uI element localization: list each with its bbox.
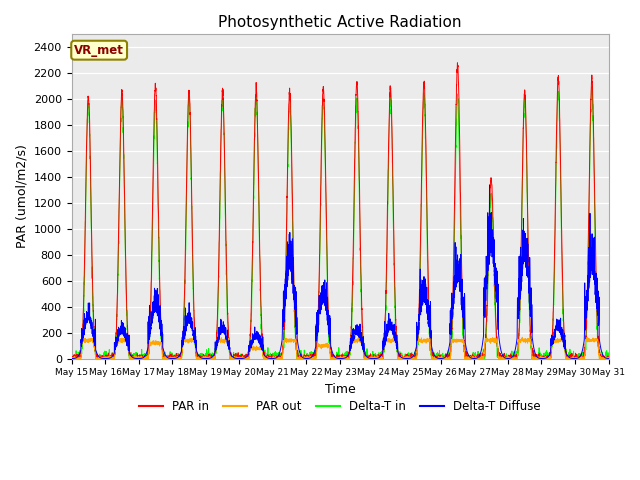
- Y-axis label: PAR (umol/m2/s): PAR (umol/m2/s): [15, 144, 28, 248]
- Title: Photosynthetic Active Radiation: Photosynthetic Active Radiation: [218, 15, 462, 30]
- X-axis label: Time: Time: [324, 383, 355, 396]
- Text: VR_met: VR_met: [74, 44, 124, 57]
- Legend: PAR in, PAR out, Delta-T in, Delta-T Diffuse: PAR in, PAR out, Delta-T in, Delta-T Dif…: [134, 395, 545, 418]
